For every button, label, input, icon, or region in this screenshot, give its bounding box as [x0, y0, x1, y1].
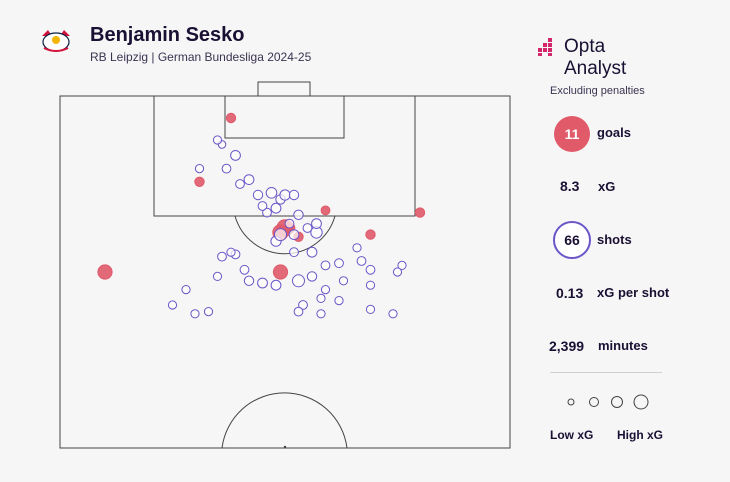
shots-badge: 66 — [553, 221, 591, 259]
brand-name: Opta Analyst — [564, 36, 627, 79]
centre-circle — [221, 392, 348, 449]
shot-point-10 — [279, 189, 291, 201]
legend-low-label: Low xG — [550, 428, 594, 442]
shot-point-46 — [334, 296, 344, 306]
penalty-arc — [234, 215, 336, 255]
shot-point-41 — [338, 276, 349, 286]
shot-point-27 — [239, 264, 250, 275]
goals-badge: 11 — [554, 116, 590, 152]
shot-point-11 — [288, 189, 300, 201]
shot-point-40 — [365, 280, 376, 290]
shots-value: 66 — [564, 232, 580, 248]
shot-point-5 — [235, 179, 245, 189]
shot-point-50 — [203, 307, 214, 317]
shot-point-48 — [388, 309, 398, 319]
shot-point-20 — [311, 218, 322, 230]
penalties-note: Excluding penalties — [550, 85, 645, 97]
shot-point-8 — [265, 187, 278, 199]
shots-label: shots — [597, 232, 632, 247]
shot-point-17 — [274, 228, 287, 242]
page-subtitle: RB Leipzig | German Bundesliga 2024-25 — [90, 50, 312, 64]
shot-point-55 — [257, 201, 268, 211]
xg-per-shot-label: xG per shot — [597, 285, 670, 300]
shot-point-44 — [298, 300, 308, 310]
goal-point-3 — [320, 205, 331, 216]
minutes-label: minutes — [598, 338, 648, 353]
goals-value: 11 — [564, 126, 580, 142]
shot-point-36 — [356, 256, 367, 266]
legend-size-1 — [567, 398, 575, 406]
xg-size-legend — [567, 394, 649, 410]
xg-value: 8.3 — [560, 178, 580, 194]
shot-point-1 — [212, 135, 223, 145]
shot-point-18 — [288, 229, 300, 241]
shot-point-35 — [352, 243, 362, 253]
shot-point-45 — [293, 306, 304, 317]
shot-point-29 — [257, 277, 268, 289]
opta-bars-icon — [538, 38, 552, 56]
goal-point-0 — [225, 112, 237, 124]
legend-size-2 — [589, 397, 599, 407]
goal — [257, 81, 311, 97]
shot-point-49 — [316, 309, 326, 319]
shot-point-13 — [270, 202, 282, 214]
shot-point-42 — [320, 285, 331, 295]
shot-point-34 — [334, 258, 344, 269]
divider — [550, 372, 662, 373]
goals-label: goals — [597, 125, 631, 140]
shot-point-52 — [167, 300, 178, 310]
legend-size-4 — [633, 394, 649, 410]
shot-point-32 — [306, 271, 318, 282]
shot-point-3 — [194, 164, 205, 174]
goal-point-2 — [97, 264, 113, 280]
shot-point-51 — [181, 285, 191, 295]
shot-point-28 — [243, 275, 255, 286]
goal-point-1 — [194, 176, 205, 188]
shot-point-30 — [270, 279, 282, 291]
six-yard-box — [224, 95, 345, 139]
shot-point-2 — [230, 150, 241, 161]
xg-per-shot-value: 0.13 — [556, 285, 584, 301]
rb-leipzig-crest-icon — [42, 30, 70, 52]
shot-point-25 — [217, 251, 227, 262]
legend-size-3 — [611, 396, 623, 408]
shot-point-7 — [252, 189, 264, 201]
shot-point-38 — [397, 260, 407, 270]
chart-header: Benjamin Sesko RB Leipzig | German Bunde… — [36, 22, 716, 79]
legend-high-label: High xG — [617, 428, 664, 442]
shot-point-54 — [302, 223, 313, 233]
shot-point-53 — [190, 309, 200, 319]
shot-point-26 — [212, 271, 223, 281]
shot-point-15 — [293, 209, 304, 221]
shot-map — [59, 81, 511, 449]
shot-point-21 — [306, 246, 318, 258]
minutes-value: 2,399 — [549, 338, 585, 354]
shot-point-6 — [243, 174, 255, 186]
shot-point-47 — [365, 304, 376, 314]
shot-point-31 — [292, 274, 305, 288]
shot-point-39 — [392, 267, 403, 277]
shot-point-43 — [316, 293, 326, 303]
xg-label: xG — [598, 179, 616, 194]
shot-point-37 — [365, 264, 376, 275]
shot-point-12 — [262, 207, 272, 218]
goal-point-8 — [365, 229, 376, 240]
goal-point-10 — [272, 264, 289, 280]
shots-layer — [97, 112, 426, 319]
page-title: Benjamin Sesko — [90, 24, 245, 46]
shot-point-33 — [320, 260, 331, 271]
shot-point-14 — [284, 218, 295, 229]
shot-point-22 — [289, 247, 299, 258]
shot-point-4 — [221, 163, 232, 174]
centre-spot — [283, 445, 287, 449]
shot-point-24 — [226, 247, 236, 257]
goal-point-9 — [414, 207, 426, 218]
